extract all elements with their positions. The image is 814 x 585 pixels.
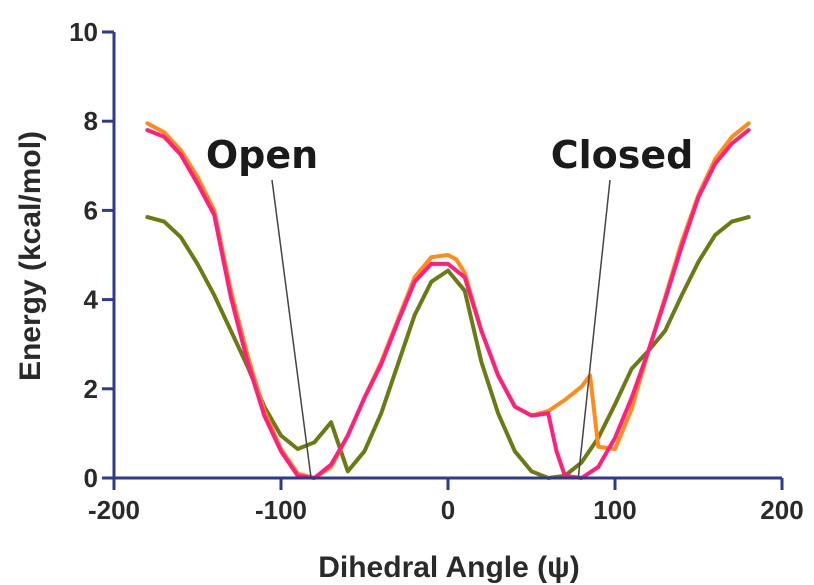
y-axis-title: Energy (kcal/mol)	[14, 131, 47, 381]
annotation-layer: Open Closed	[206, 133, 694, 479]
x-tick-label: -200	[88, 495, 140, 525]
y-tick-label: 0	[84, 463, 98, 493]
annotation-label: Closed	[551, 133, 694, 177]
annotation-pointer-line	[577, 179, 611, 479]
x-tick-label: -100	[255, 495, 307, 525]
y-tick-label: 6	[84, 195, 98, 225]
annotation-pointer-line	[271, 179, 312, 479]
x-tick-label: 0	[441, 495, 455, 525]
y-tick-label: 2	[84, 374, 98, 404]
series-line-3	[145, 128, 751, 480]
axes-layer: 0 2 4 6 8 10 -200 -100 0 100 200	[69, 17, 804, 525]
x-tick-label: 100	[593, 495, 636, 525]
y-tick-label: 4	[84, 285, 99, 315]
x-tick-label: 200	[760, 495, 803, 525]
series-layer	[145, 121, 751, 480]
y-tick-label: 8	[84, 106, 98, 136]
y-tick-label: 10	[69, 17, 98, 47]
annotation-label: Open	[206, 133, 318, 177]
x-axis-title: Dihedral Angle (ψ)	[318, 551, 580, 584]
